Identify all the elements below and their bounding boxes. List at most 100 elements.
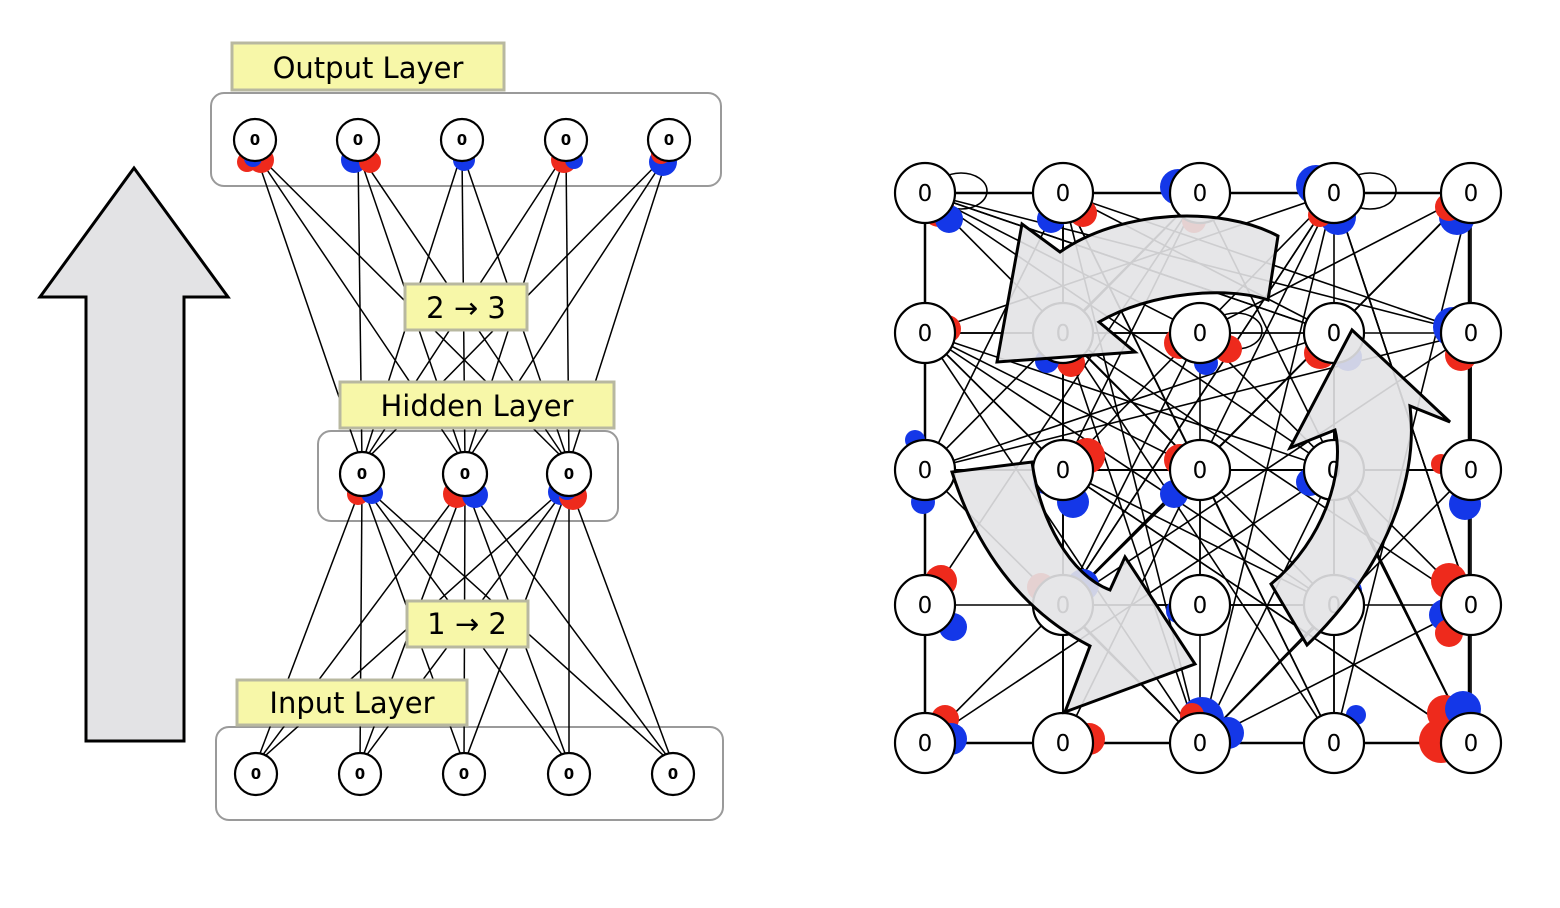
svg-text:Output Layer: Output Layer: [273, 51, 464, 85]
neuron-value: 0: [459, 765, 469, 783]
recurrent-neuron: 0: [893, 301, 961, 365]
neuron-value: 0: [1327, 181, 1342, 207]
neuron-value: 0: [918, 181, 933, 207]
recurrent-neuron: 0: [1302, 705, 1366, 775]
neuron-value: 0: [353, 131, 363, 149]
input-hidden-edge: [464, 483, 674, 765]
neuron-value: 0: [918, 321, 933, 347]
neuron-circle: [546, 751, 592, 797]
neuron-circle: [1439, 301, 1503, 365]
recurrent-neuron: 0: [1433, 301, 1503, 371]
neuron-circle: [1439, 711, 1503, 775]
hidden-neuron: 0: [338, 450, 386, 505]
cycle-arrow-top: [995, 214, 1280, 364]
recurrent-neuron: 0: [1031, 161, 1097, 233]
input-hidden-edge: [568, 483, 674, 765]
output-neuron: 0: [646, 117, 692, 176]
neuron-value: 0: [1464, 731, 1479, 757]
neuron-circle: [893, 301, 957, 365]
neuron-circle: [1439, 161, 1503, 225]
up-arrow-icon: [37, 165, 231, 743]
neuron-circle: [233, 751, 279, 797]
neuron-value: 0: [1193, 181, 1208, 207]
svg-text:2 → 3: 2 → 3: [426, 291, 506, 325]
neuron-value: 0: [1464, 593, 1479, 619]
neuron-value: 0: [1464, 458, 1479, 484]
input-neuron: 0: [337, 751, 383, 797]
recurrent-edge: [924, 332, 1335, 471]
neuron-circle: [1168, 438, 1232, 502]
cycle-arrows-icon: [950, 214, 1452, 715]
output-layer-label: Output Layer: [230, 41, 506, 92]
cycle-arrow-right: [1269, 327, 1452, 648]
projection-label-hidden-to-output: 2 → 3: [403, 282, 529, 332]
input-neuron: 0: [233, 751, 279, 797]
input-neuron: 0: [546, 751, 592, 797]
neuron-value: 0: [1056, 731, 1071, 757]
neuron-circle: [1302, 161, 1366, 225]
neuron-value: 0: [1327, 321, 1342, 347]
recurrent-neuron: 0: [893, 705, 967, 775]
neuron-value: 0: [1056, 458, 1071, 484]
recurrent-neuron: 0: [1160, 438, 1232, 508]
recurrent-neuron: 0: [1168, 697, 1244, 775]
neuron-value: 0: [1193, 731, 1208, 757]
svg-text:1 → 2: 1 → 2: [427, 607, 507, 641]
input-layer-label: Input Layer: [235, 678, 469, 727]
neuron-circle: [893, 161, 957, 225]
neuron-value: 0: [457, 131, 467, 149]
recurrent-neuron: 0: [1164, 301, 1242, 375]
neuron-circle: [1031, 711, 1095, 775]
input-neuron: 0: [650, 751, 696, 797]
recurrent-edge: [1199, 604, 1472, 744]
neuron-circle: [650, 751, 696, 797]
neuron-circle: [1439, 438, 1503, 502]
output-neuron: 0: [232, 117, 278, 173]
neuron-circle: [441, 450, 489, 498]
neuron-circle: [893, 711, 957, 775]
neuron-value: 0: [1464, 181, 1479, 207]
neuron-circle: [893, 438, 957, 502]
neuron-value: 0: [357, 465, 367, 483]
neuron-value: 0: [561, 131, 571, 149]
neuron-circle: [337, 751, 383, 797]
neuron-circle: [1302, 711, 1366, 775]
neuron-value: 0: [918, 593, 933, 619]
neuron-value: 0: [251, 765, 261, 783]
recurrent-neuron: 0: [893, 430, 957, 514]
recurrent-neuron: 0: [893, 565, 967, 641]
neuron-value: 0: [1193, 458, 1208, 484]
recurrent-neuron: 0: [1431, 438, 1503, 520]
neuron-value: 0: [564, 765, 574, 783]
neuron-value: 0: [564, 465, 574, 483]
recurrent-edge: [1199, 469, 1335, 744]
neuron-circle: [232, 117, 278, 163]
input-neuron: 0: [441, 751, 487, 797]
recurrent-edge: [1199, 192, 1335, 744]
neuron-circle: [338, 450, 386, 498]
recurrent-neuron: 0: [1296, 161, 1366, 235]
neuron-circle: [335, 117, 381, 163]
recurrent-neuron: 0: [1419, 691, 1503, 775]
cycle-arrow-bottom: [950, 460, 1198, 715]
recurrent-network: 0000000000000000000000000: [893, 161, 1503, 775]
neuron-value: 0: [460, 465, 470, 483]
projection-label-input-to-hidden: 1 → 2: [405, 599, 530, 649]
feedforward-network: 0 0 0 0 00 0 00 0 0 0 0 Output Layer Hidden Layer …: [37, 41, 724, 821]
neuron-circle: [1168, 711, 1232, 775]
neuron-circle: [441, 751, 487, 797]
neuron-value: 0: [250, 131, 260, 149]
neuron-value: 0: [1327, 731, 1342, 757]
neuron-value: 0: [918, 731, 933, 757]
feedforward-nodes: 0 0 0 0 0 0 0 0 0 0 0 0 0: [232, 117, 696, 797]
neuron-value: 0: [1193, 593, 1208, 619]
recurrent-edge: [1199, 192, 1472, 334]
neuron-value: 0: [668, 765, 678, 783]
neuron-circle: [545, 450, 593, 498]
hidden-neuron: 0: [441, 450, 489, 508]
neuron-circle: [646, 117, 692, 163]
svg-text:Hidden Layer: Hidden Layer: [381, 389, 574, 423]
neuron-value: 0: [1193, 321, 1208, 347]
recurrent-neuron: 0: [1166, 573, 1232, 637]
